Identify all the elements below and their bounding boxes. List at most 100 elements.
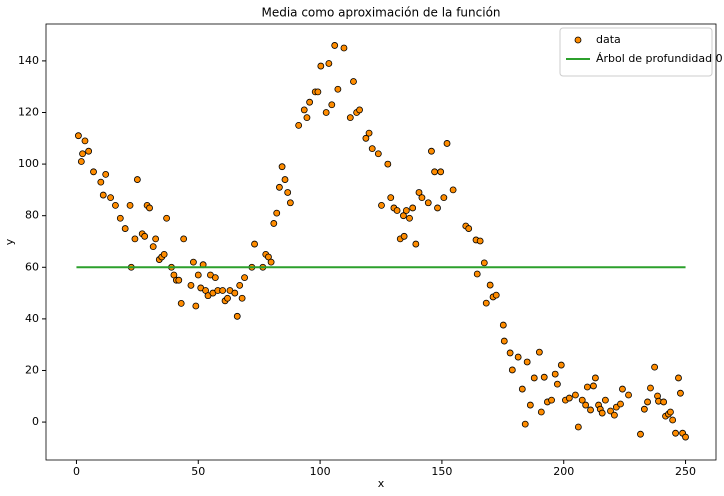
x-tick-label: 50 [191,465,205,478]
data-point [449,186,457,194]
data-point [81,137,89,145]
data-point [314,88,322,96]
data-point [233,312,241,320]
data-point [224,294,231,302]
data-point [121,225,129,232]
data-point [75,132,82,140]
data-point [384,160,392,168]
legend-box [559,27,713,77]
data-point [133,176,141,183]
data-point [553,380,561,388]
chart-title: Media como aproximación de la función [261,6,500,20]
x-tick-label: 0 [73,465,80,478]
data-point [85,147,93,155]
data-point [565,394,573,402]
data-point [675,374,682,382]
data-point [667,408,674,416]
data-point [79,150,86,158]
data-point [535,348,543,356]
data-point [322,109,330,116]
data-point [548,396,555,404]
data-point [587,406,594,414]
data-point [152,235,160,243]
x-axis-label: x [378,477,385,490]
legend-label: data [596,33,621,46]
data-point [521,420,529,428]
data-point [265,253,272,261]
data-point [131,235,139,243]
data-point [180,235,188,243]
legend-label: Árbol de profundidad 0 [596,52,723,65]
data-point [644,398,651,406]
y-tick-label: 0 [32,415,39,428]
data-point [418,194,426,202]
data-point [238,294,246,302]
data-point [400,232,408,240]
plot-frame [45,23,717,461]
data-point [682,433,689,441]
data-point [424,199,432,207]
data-point [350,78,357,85]
data-point [486,281,494,289]
data-point [175,276,183,284]
data-point [582,401,590,409]
data-point [99,191,107,199]
data-point [149,243,157,251]
data-point [583,383,591,391]
data-point [574,423,582,431]
data-point [362,134,370,142]
y-tick-label: 100 [18,157,39,170]
y-tick-label: 140 [18,54,39,67]
data-point [440,194,448,202]
data-point [428,147,435,155]
data-point [273,209,281,217]
data-point [601,396,609,404]
data-point [317,62,325,70]
data-point [77,158,85,165]
data-point [572,391,579,399]
data-point [672,429,679,437]
data-point [177,300,185,307]
data-point [578,396,586,404]
data-point [637,430,644,438]
data-point [374,150,382,158]
data-point [518,385,526,393]
data-point [647,384,654,392]
data-point [295,121,303,129]
data-point [598,409,606,417]
data-point [378,201,385,209]
data-point [617,400,624,408]
data-point [387,194,395,202]
data-point [400,212,407,220]
data-point [625,391,632,399]
y-tick-label: 120 [18,105,39,118]
data-point [514,353,522,361]
data-point [393,207,401,214]
data-point [406,214,413,222]
data-point [236,281,244,289]
data-point [412,240,420,248]
data-point [116,214,124,222]
data-point [611,411,618,419]
data-point [241,274,248,282]
data-point [286,199,294,207]
data-point [592,374,599,382]
x-tick-label: 200 [553,465,574,478]
data-point [107,194,114,202]
y-tick-label: 60 [25,260,39,273]
data-point [334,85,342,93]
data-point [331,42,339,49]
data-point [328,101,336,109]
data-point [325,60,333,67]
data-point [251,240,258,248]
data-point [267,258,275,266]
data-point [112,201,119,209]
data-point [500,337,508,345]
data-point [508,366,516,374]
data-point [303,114,311,122]
data-point [523,358,531,366]
data-point [189,258,197,266]
data-point [651,363,659,371]
data-point [473,270,481,278]
data-point [669,416,677,424]
